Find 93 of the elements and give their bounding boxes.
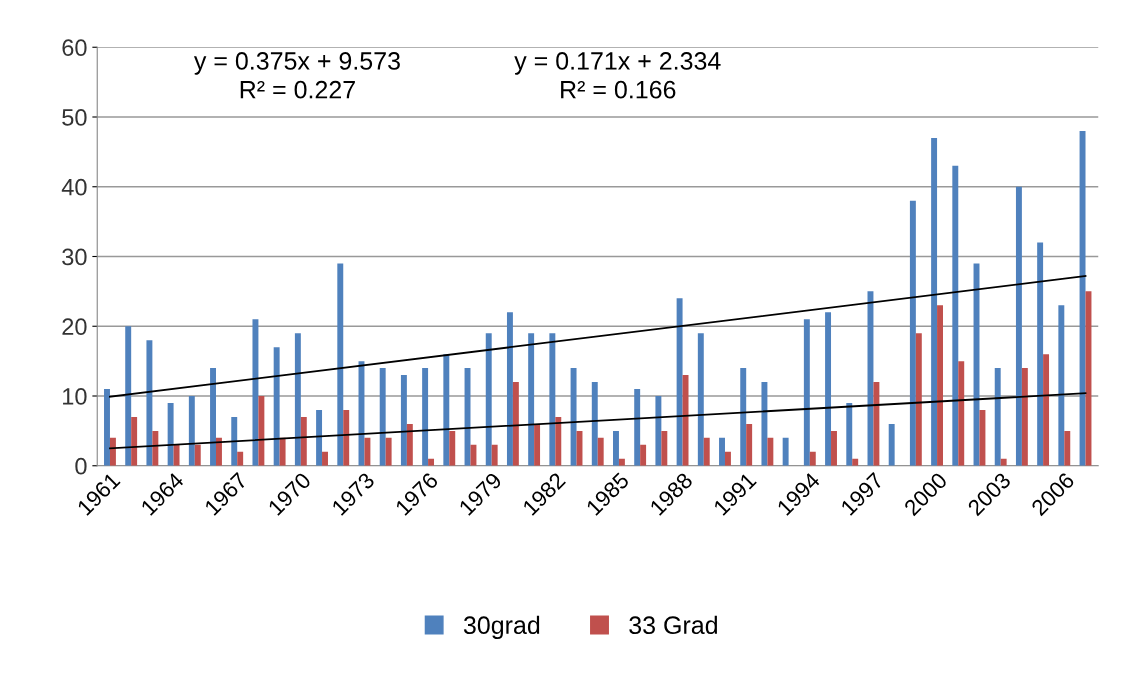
bar <box>1037 242 1044 466</box>
bar <box>703 437 710 466</box>
bar <box>443 354 450 466</box>
legend-label: 33 Grad <box>629 615 717 635</box>
bar <box>337 263 344 466</box>
y-tick-label: 30 <box>62 248 87 266</box>
bar <box>194 444 201 466</box>
bar <box>697 333 704 466</box>
bar <box>237 451 244 466</box>
bar <box>640 444 647 466</box>
bar <box>152 430 159 466</box>
bar <box>131 416 138 466</box>
bar <box>937 305 943 466</box>
bar <box>406 423 413 466</box>
bar <box>379 368 386 466</box>
bar <box>422 368 429 466</box>
bar <box>125 326 132 466</box>
y-tick-label: 40 <box>61 178 87 196</box>
annotation: y = 0.375x + 9.573 R² = 0.227 <box>193 52 400 99</box>
y-tick-label: 50 <box>62 109 87 126</box>
bar <box>1021 368 1028 466</box>
bar <box>385 437 392 466</box>
bar <box>979 409 986 466</box>
bar <box>400 375 407 466</box>
bar <box>470 444 477 466</box>
bar <box>146 340 153 466</box>
bar <box>173 444 180 466</box>
bar <box>873 382 880 466</box>
y-tick-label: 20 <box>62 318 87 336</box>
bar <box>294 333 301 466</box>
bar <box>528 333 535 466</box>
bar <box>216 437 222 466</box>
bar <box>506 312 513 466</box>
bar <box>570 368 577 466</box>
bar <box>279 437 286 466</box>
bar <box>485 333 492 466</box>
bar <box>555 416 562 466</box>
bar <box>300 416 307 466</box>
bar <box>316 409 323 466</box>
bar <box>655 396 662 466</box>
bar <box>449 430 456 466</box>
annotation: y = 0.171x + 2.334 R² = 0.166 <box>514 52 721 99</box>
bar <box>104 389 110 466</box>
bar <box>167 402 174 466</box>
legend-label: 30grad <box>463 615 540 639</box>
bar <box>1079 130 1086 466</box>
bar <box>491 444 498 466</box>
bar <box>952 165 959 466</box>
bar <box>994 368 1001 466</box>
bar <box>258 396 265 466</box>
bar <box>210 368 216 466</box>
y-tick-label: 0 <box>75 457 87 475</box>
bar <box>831 430 837 466</box>
bar <box>343 409 350 466</box>
bar <box>231 416 238 466</box>
bar <box>719 437 725 466</box>
bar <box>512 382 519 466</box>
bar <box>109 437 116 466</box>
bar <box>909 200 916 466</box>
bar <box>1058 305 1065 466</box>
y-tick-label: 60 <box>62 39 87 57</box>
bar <box>931 137 938 466</box>
bar <box>809 451 816 466</box>
bar <box>188 396 195 466</box>
bar <box>761 382 768 466</box>
bar <box>634 389 641 466</box>
bar <box>1015 186 1022 466</box>
bar <box>534 423 541 466</box>
bar <box>273 347 280 466</box>
bar <box>597 437 604 466</box>
bar <box>591 382 598 466</box>
bar <box>915 333 922 466</box>
bar <box>549 333 556 466</box>
bar <box>724 451 731 466</box>
bar <box>364 437 371 466</box>
bar <box>1043 354 1050 466</box>
bar <box>846 402 853 466</box>
bar <box>746 423 753 466</box>
y-tick-label: 10 <box>63 388 87 405</box>
bar <box>740 368 747 466</box>
bar <box>661 430 668 466</box>
bar <box>767 437 774 466</box>
bar <box>682 375 689 466</box>
bar <box>252 319 259 466</box>
bar <box>958 361 965 466</box>
bar <box>825 312 832 466</box>
bar <box>613 430 619 466</box>
bar <box>322 451 328 466</box>
bar <box>888 423 895 466</box>
bar <box>676 298 683 466</box>
bar <box>803 319 810 466</box>
bar <box>782 437 789 466</box>
bar <box>1064 430 1071 466</box>
